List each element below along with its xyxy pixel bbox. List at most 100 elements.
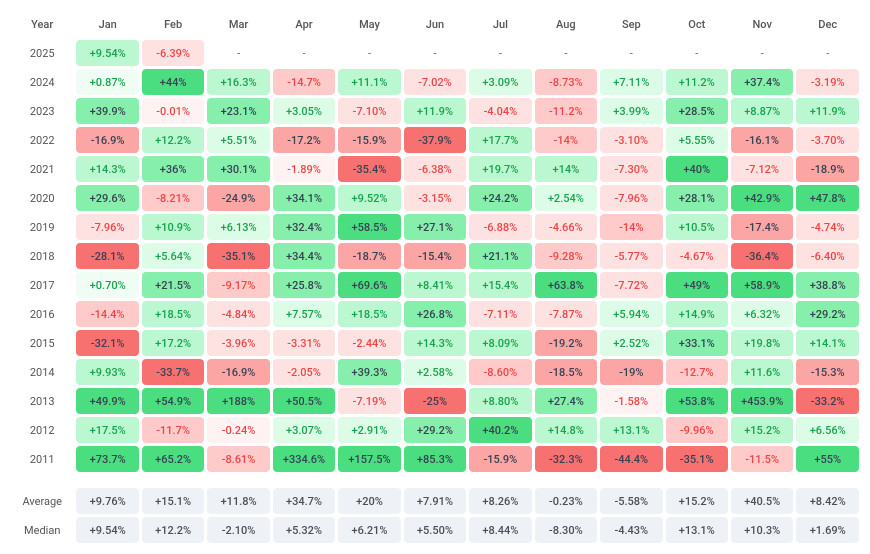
value-cell: +38.8% bbox=[796, 272, 859, 298]
value-cell: +9.52% bbox=[338, 185, 400, 211]
value-cell: -7.87% bbox=[535, 301, 597, 327]
value-cell: +9.93% bbox=[76, 359, 138, 385]
value-cell: +11.9% bbox=[404, 98, 466, 124]
value-cell: -35.1% bbox=[666, 446, 728, 472]
value-cell: -32.3% bbox=[535, 446, 597, 472]
value-cell: +19.8% bbox=[731, 330, 793, 356]
table-row: 2023+39.9%-0.01%+23.1%+3.05%-7.10%+11.9%… bbox=[11, 98, 859, 124]
table-row: 2021+14.3%+36%+30.1%-1.89%-35.4%-6.38%+1… bbox=[11, 156, 859, 182]
summary-cell: +40.5% bbox=[731, 488, 793, 514]
value-cell: +2.52% bbox=[600, 330, 662, 356]
year-label: 2022 bbox=[11, 127, 73, 153]
value-cell: +24.2% bbox=[469, 185, 531, 211]
year-label: 2017 bbox=[11, 272, 73, 298]
value-cell: -18.5% bbox=[535, 359, 597, 385]
summary-cell: +5.50% bbox=[404, 517, 466, 543]
header-month: Sep bbox=[600, 11, 662, 37]
value-cell: +12.2% bbox=[142, 127, 204, 153]
value-cell: -3.96% bbox=[207, 330, 269, 356]
value-cell: -3.70% bbox=[796, 127, 859, 153]
value-cell: +34.4% bbox=[273, 243, 335, 269]
value-cell: -4.66% bbox=[535, 214, 597, 240]
value-cell: -2.05% bbox=[273, 359, 335, 385]
value-cell: -4.74% bbox=[796, 214, 859, 240]
value-cell: -1.89% bbox=[273, 156, 335, 182]
value-cell: +18.5% bbox=[142, 301, 204, 327]
year-label: 2015 bbox=[11, 330, 73, 356]
year-label: 2013 bbox=[11, 388, 73, 414]
header-month: Jun bbox=[404, 11, 466, 37]
header-row: Year JanFebMarAprMayJunJulAugSepOctNovDe… bbox=[11, 11, 859, 37]
value-cell: +53.8% bbox=[666, 388, 728, 414]
value-cell: +15.4% bbox=[469, 272, 531, 298]
header-month: Jul bbox=[469, 11, 531, 37]
empty-cell: - bbox=[273, 40, 335, 66]
summary-cell: +15.2% bbox=[666, 488, 728, 514]
value-cell: +11.6% bbox=[731, 359, 793, 385]
value-cell: -11.5% bbox=[731, 446, 793, 472]
value-cell: -7.12% bbox=[731, 156, 793, 182]
summary-label: Median bbox=[11, 517, 73, 543]
value-cell: +157.5% bbox=[338, 446, 400, 472]
value-cell: +29.2% bbox=[404, 417, 466, 443]
empty-cell: - bbox=[666, 40, 728, 66]
value-cell: -5.77% bbox=[600, 243, 662, 269]
header-month: Oct bbox=[666, 11, 728, 37]
summary-cell: +34.7% bbox=[273, 488, 335, 514]
value-cell: +37.4% bbox=[731, 69, 793, 95]
value-cell: +16.3% bbox=[207, 69, 269, 95]
value-cell: -25% bbox=[404, 388, 466, 414]
value-cell: +39.9% bbox=[76, 98, 138, 124]
year-label: 2014 bbox=[11, 359, 73, 385]
value-cell: +11.2% bbox=[666, 69, 728, 95]
value-cell: +5.51% bbox=[207, 127, 269, 153]
summary-cell: +13.1% bbox=[666, 517, 728, 543]
value-cell: +21.1% bbox=[469, 243, 531, 269]
table-body: 2025+9.54%-6.39%----------2024+0.87%+44%… bbox=[11, 40, 859, 543]
year-label: 2023 bbox=[11, 98, 73, 124]
empty-cell: - bbox=[469, 40, 531, 66]
summary-cell: -5.58% bbox=[600, 488, 662, 514]
summary-cell: -2.10% bbox=[207, 517, 269, 543]
value-cell: +14% bbox=[535, 156, 597, 182]
header-month: Apr bbox=[273, 11, 335, 37]
value-cell: +3.09% bbox=[469, 69, 531, 95]
value-cell: +14.3% bbox=[76, 156, 138, 182]
value-cell: +8.80% bbox=[469, 388, 531, 414]
value-cell: +6.13% bbox=[207, 214, 269, 240]
value-cell: -36.4% bbox=[731, 243, 793, 269]
header-month: Dec bbox=[796, 11, 859, 37]
value-cell: +32.4% bbox=[273, 214, 335, 240]
value-cell: -6.88% bbox=[469, 214, 531, 240]
empty-cell: - bbox=[338, 40, 400, 66]
value-cell: +23.1% bbox=[207, 98, 269, 124]
value-cell: -32.1% bbox=[76, 330, 138, 356]
value-cell: -7.96% bbox=[600, 185, 662, 211]
value-cell: -7.96% bbox=[76, 214, 138, 240]
value-cell: -15.4% bbox=[404, 243, 466, 269]
summary-row: Median+9.54%+12.2%-2.10%+5.32%+6.21%+5.5… bbox=[11, 517, 859, 543]
summary-cell: +1.69% bbox=[796, 517, 859, 543]
value-cell: +6.56% bbox=[796, 417, 859, 443]
value-cell: -9.17% bbox=[207, 272, 269, 298]
value-cell: +63.8% bbox=[535, 272, 597, 298]
value-cell: +453.9% bbox=[731, 388, 793, 414]
value-cell: -2.44% bbox=[338, 330, 400, 356]
value-cell: -16.9% bbox=[76, 127, 138, 153]
value-cell: +8.41% bbox=[404, 272, 466, 298]
table-row: 2019-7.96%+10.9%+6.13%+32.4%+58.5%+27.1%… bbox=[11, 214, 859, 240]
summary-cell: +6.21% bbox=[338, 517, 400, 543]
value-cell: +29.2% bbox=[796, 301, 859, 327]
value-cell: +40.2% bbox=[469, 417, 531, 443]
empty-cell: - bbox=[600, 40, 662, 66]
summary-cell: +7.91% bbox=[404, 488, 466, 514]
value-cell: -6.40% bbox=[796, 243, 859, 269]
value-cell: -7.02% bbox=[404, 69, 466, 95]
value-cell: -8.60% bbox=[469, 359, 531, 385]
value-cell: -0.01% bbox=[142, 98, 204, 124]
year-label: 2016 bbox=[11, 301, 73, 327]
table-row: 2016-14.4%+18.5%-4.84%+7.57%+18.5%+26.8%… bbox=[11, 301, 859, 327]
value-cell: +10.5% bbox=[666, 214, 728, 240]
value-cell: +36% bbox=[142, 156, 204, 182]
empty-cell: - bbox=[535, 40, 597, 66]
